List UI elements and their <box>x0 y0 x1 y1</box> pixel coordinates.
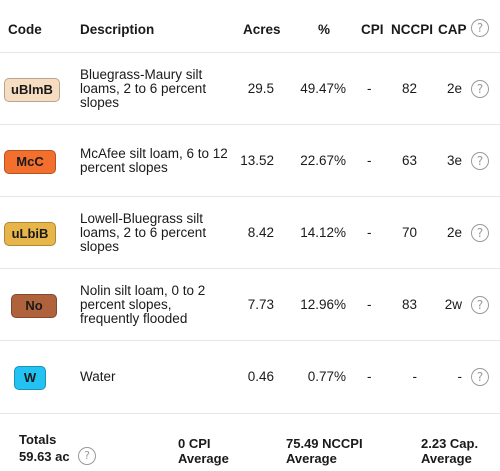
cpi-average-value: 0 CPI <box>178 436 211 451</box>
percent-value: 49.47% <box>300 81 346 96</box>
soil-description: Lowell-Bluegrass silt loams, 2 to 6 perc… <box>80 211 207 254</box>
cpi-value: - <box>367 369 372 384</box>
cpi-value: - <box>367 225 372 240</box>
question-circle-icon[interactable]: ? <box>471 368 489 386</box>
percent-value: 14.12% <box>300 225 346 240</box>
column-header-acres: Acres <box>243 22 281 37</box>
acres-value: 7.73 <box>247 297 274 312</box>
acres-value: 0.46 <box>247 369 274 384</box>
totals-label: Totals <box>19 432 57 447</box>
table-row: No Nolin silt loam, 0 to 2 percent slope… <box>0 268 500 341</box>
cap-value: 3e <box>446 153 462 168</box>
soil-description: Water <box>80 369 116 384</box>
table-row: McC McAfee silt loam, 6 to 12 percent sl… <box>0 124 500 197</box>
soil-code-badge: McC <box>4 150 56 174</box>
percent-value: 22.67% <box>300 153 346 168</box>
column-header-percent: % <box>318 22 331 37</box>
soil-code-badge: uBlmB <box>4 78 60 102</box>
table-row: uLbiB Lowell-Bluegrass silt loams, 2 to … <box>0 196 500 269</box>
question-circle-icon[interactable]: ? <box>78 447 96 465</box>
cpi-value: - <box>367 81 372 96</box>
cap-value: 2e <box>446 225 462 240</box>
cap-value: 2w <box>444 297 462 312</box>
table-row: uBlmB Bluegrass-Maury silt loams, 2 to 6… <box>0 52 500 125</box>
column-header-code: Code <box>8 22 42 37</box>
table-row: W Water 0.46 0.77% - - - ? <box>0 340 500 413</box>
cap-average-label: Average <box>421 451 472 466</box>
percent-value: 0.77% <box>307 369 346 384</box>
cpi-value: - <box>367 153 372 168</box>
soil-description: Bluegrass-Maury silt loams, 2 to 6 perce… <box>80 67 207 110</box>
cap-average-value: 2.23 Cap. <box>421 436 479 451</box>
column-header-cap: CAP <box>438 22 467 37</box>
nccpi-average-label: Average <box>286 451 337 466</box>
question-circle-icon[interactable]: ? <box>471 224 489 242</box>
totals-acres: 59.63 ac <box>19 449 70 464</box>
nccpi-value: 83 <box>401 297 417 312</box>
cap-value: - <box>457 369 463 384</box>
question-circle-icon[interactable]: ? <box>471 152 489 170</box>
column-header-nccpi: NCCPI <box>391 22 434 37</box>
table-header: Code Description Acres % CPI NCCPI CAP ? <box>0 0 500 55</box>
soil-description: Nolin silt loam, 0 to 2 percent slopes, … <box>80 283 206 326</box>
totals-bar: Totals 59.63 ac ? 0 CPI Average 75.49 NC… <box>0 413 500 471</box>
nccpi-average-value: 75.49 NCCPI <box>286 436 363 451</box>
percent-value: 12.96% <box>300 297 346 312</box>
soil-description: McAfee silt loam, 6 to 12 percent slopes <box>80 146 228 175</box>
soil-code-badge: uLbiB <box>4 222 56 246</box>
cpi-average-label: Average <box>178 451 229 466</box>
nccpi-value: 82 <box>401 81 417 96</box>
nccpi-value: - <box>412 369 418 384</box>
acres-value: 8.42 <box>247 225 274 240</box>
nccpi-value: 70 <box>401 225 417 240</box>
soil-code-badge: No <box>11 294 57 318</box>
column-header-cpi: CPI <box>361 22 384 37</box>
column-header-description: Description <box>80 22 155 37</box>
question-circle-icon[interactable]: ? <box>471 296 489 314</box>
question-circle-icon[interactable]: ? <box>471 19 489 37</box>
acres-value: 13.52 <box>240 153 274 168</box>
cap-value: 2e <box>446 81 462 96</box>
soil-code-badge: W <box>14 366 46 390</box>
acres-value: 29.5 <box>247 81 274 96</box>
nccpi-value: 63 <box>401 153 417 168</box>
question-circle-icon[interactable]: ? <box>471 80 489 98</box>
cpi-value: - <box>367 297 372 312</box>
